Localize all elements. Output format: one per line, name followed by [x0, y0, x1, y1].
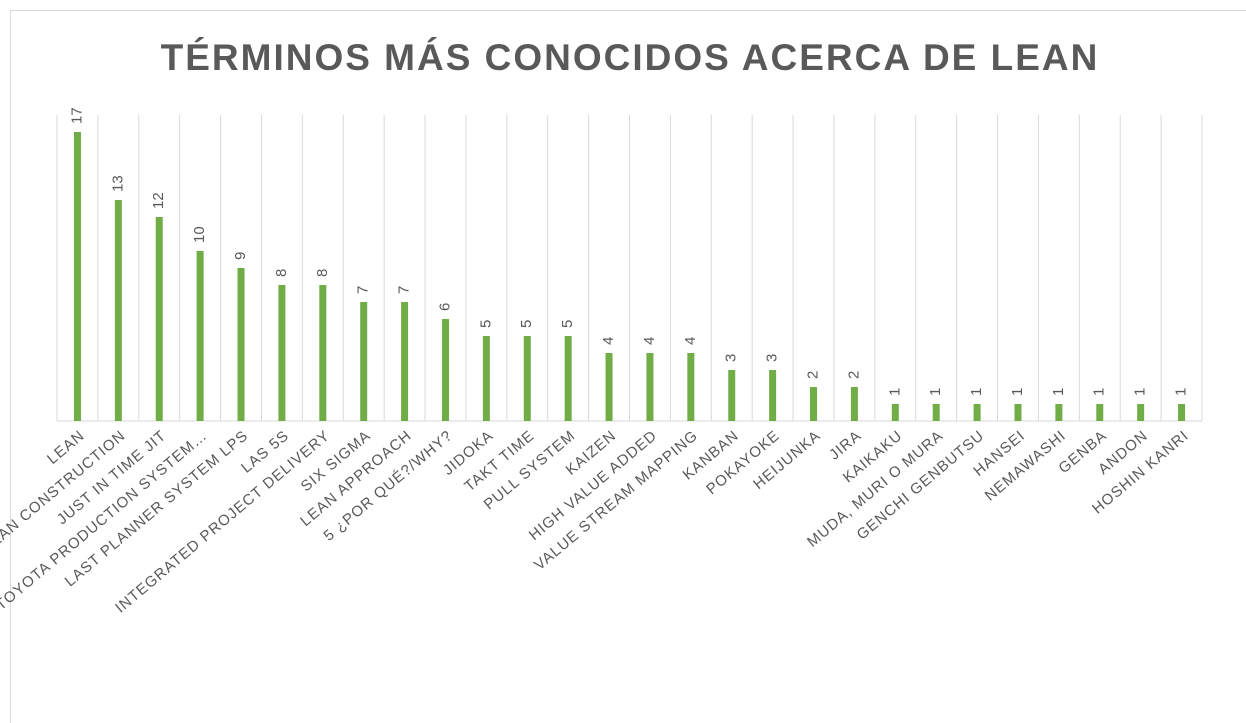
bar — [810, 387, 818, 421]
bar — [114, 200, 122, 421]
bar — [73, 132, 81, 421]
value-label: 5 — [477, 320, 494, 328]
value-label: 17 — [68, 107, 85, 124]
bar — [441, 319, 449, 421]
bar — [1055, 404, 1063, 421]
bar — [769, 370, 777, 421]
value-label: 3 — [723, 354, 740, 362]
value-label: 7 — [355, 286, 372, 294]
bar — [1137, 404, 1145, 421]
bar — [728, 370, 736, 421]
value-label: 1 — [1091, 388, 1108, 396]
value-label: 8 — [314, 269, 331, 277]
bar — [319, 285, 327, 421]
chart-border — [10, 10, 1246, 723]
bar — [196, 251, 204, 421]
value-label: 12 — [150, 192, 167, 209]
value-label: 13 — [109, 175, 126, 192]
value-label: 1 — [1132, 388, 1149, 396]
bar — [1178, 404, 1186, 421]
value-label: 9 — [232, 252, 249, 260]
bar — [850, 387, 858, 421]
bar — [1014, 404, 1022, 421]
value-label: 1 — [968, 388, 985, 396]
bar — [932, 404, 940, 421]
bar — [278, 285, 286, 421]
value-label: 4 — [641, 337, 658, 345]
bar — [523, 336, 531, 421]
bar — [401, 302, 409, 421]
value-label: 3 — [764, 354, 781, 362]
value-label: 1 — [1009, 388, 1026, 396]
bar — [891, 404, 899, 421]
value-label: 1 — [1173, 388, 1190, 396]
value-label: 4 — [600, 337, 617, 345]
bar — [646, 353, 654, 421]
bar — [687, 353, 695, 421]
bar — [973, 404, 981, 421]
value-label: 5 — [518, 320, 535, 328]
value-label: 1 — [886, 388, 903, 396]
value-label: 1 — [927, 388, 944, 396]
bar — [482, 336, 490, 421]
value-label: 10 — [191, 226, 208, 243]
value-label: 1 — [1050, 388, 1067, 396]
value-label: 2 — [845, 371, 862, 379]
bar — [237, 268, 245, 421]
value-label: 6 — [436, 303, 453, 311]
value-label: 4 — [682, 337, 699, 345]
bar — [564, 336, 572, 421]
bar — [605, 353, 613, 421]
bar — [155, 217, 163, 421]
value-label: 2 — [804, 371, 821, 379]
bar — [360, 302, 368, 421]
value-label: 5 — [559, 320, 576, 328]
chart-title: TÉRMINOS MÁS CONOCIDOS ACERCA DE LEAN — [161, 37, 1100, 78]
bar — [1096, 404, 1104, 421]
value-label: 8 — [273, 269, 290, 277]
value-label: 7 — [396, 286, 413, 294]
